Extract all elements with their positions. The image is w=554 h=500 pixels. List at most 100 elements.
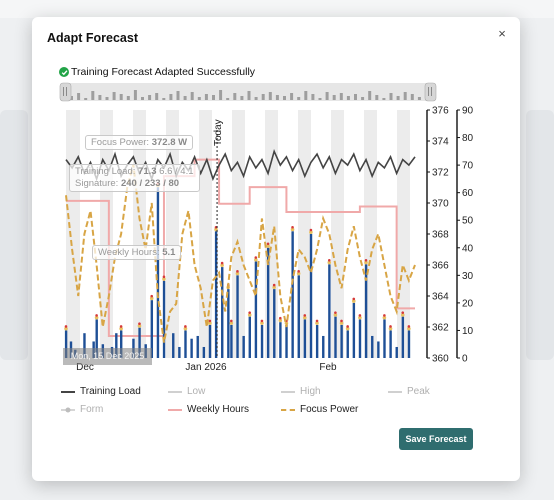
load-bar [150,300,154,358]
load-bar [115,333,118,358]
load-bar-cap [382,315,387,320]
dialog-title: Adapt Forecast [47,31,138,45]
date-tooltip: Mon, 15 Dec 2025 [63,348,152,365]
navigator-bar [247,91,251,100]
power-axis-label: 360 [432,354,449,365]
legend-low[interactable]: Low [168,386,205,397]
load-bar-cap [266,244,270,248]
navigator-bar [212,95,215,100]
load-bar [64,330,68,358]
backdrop-panel-right [526,110,554,360]
load-axis-label: 30 [462,271,474,282]
legend-swatch-high [281,390,295,393]
training-load-tooltip-label: Training Load: [75,166,136,177]
load-bar-cap-peak [220,261,224,265]
load-bar-cap [278,318,283,323]
series-focus-power-line [65,163,416,343]
load-bar [328,264,331,358]
load-bar [297,275,300,358]
navigator-bar [126,96,130,100]
load-bar [227,289,230,358]
load-bar-cap-peak [407,325,411,328]
legend-form[interactable]: Form [61,404,103,415]
legend-label-high: High [300,386,321,397]
save-forecast-button[interactable]: Save Forecast [399,428,473,450]
load-bar [315,324,319,358]
legend-weekly-hours[interactable]: Weekly Hours [168,404,249,415]
load-bar-cap [272,285,276,290]
navigator-bar [254,97,258,100]
load-bar [346,330,349,358]
load-bar-cap [290,227,295,232]
focus-power-tooltip-value: 372.8 W [151,137,188,148]
load-bar-cap-peak [303,314,307,317]
weekly-hours-tooltip-value: 5.1 [162,247,176,258]
legend-swatch-training-load [61,390,75,393]
power-axis-label: 366 [432,261,449,272]
navigator-bar [183,96,187,100]
check-circle-icon [59,67,69,77]
load-bar-cap [162,277,166,281]
load-bar-cap-peak [119,325,123,328]
load-bar [279,322,282,358]
legend-focus-power[interactable]: Focus Power [281,404,358,415]
navigator-bar [176,91,180,100]
load-bar [309,234,313,358]
power-axis-label: 370 [432,199,449,210]
signature-tooltip-value: 240 / 233 / 80 [120,178,180,189]
load-bar-cap-peak [327,259,331,262]
load-bar [242,335,245,358]
navigator-bar [169,94,173,100]
load-bar [120,330,123,358]
load-bar-cap [119,326,123,331]
load-bar-cap-peak [291,225,294,229]
load-bar-cap [351,299,356,303]
navigator-bar [98,95,102,100]
load-axis-label: 50 [462,216,474,227]
load-bar [273,289,276,358]
load-bar [291,231,294,358]
legend-high[interactable]: High [281,386,321,397]
load-bar [285,324,288,358]
load-bar [172,333,175,358]
navigator-bar [275,95,279,100]
legend-swatch-weekly-hours [168,408,182,411]
load-bar [352,302,356,358]
load-bar-cap-peak [236,270,239,273]
training-load-tooltip-rest: 6.6 / 4.1 [159,166,194,177]
load-axis-label: 60 [462,188,474,199]
navigator-bar [354,94,357,100]
week-band [66,110,80,358]
load-bar-cap-peak [64,325,68,328]
load-bar-cap-peak [95,314,98,317]
load-bar-cap [64,326,68,331]
load-bar [260,324,264,358]
load-bar-cap [183,326,188,331]
navigator-bar [382,98,386,100]
load-bar-cap [235,271,240,276]
load-bar [236,275,239,358]
legend-label-form: Form [80,404,104,415]
week-band [397,110,410,358]
navigator-bar [148,95,152,100]
load-bar [95,319,98,358]
load-bar [184,330,187,358]
load-bar-cap [345,326,350,331]
navigator-bar [155,93,159,100]
load-bar-cap-peak [208,319,212,323]
legend-peak[interactable]: Peak [388,386,430,397]
navigator-bar [105,97,109,100]
load-bar-cap-peak [272,283,276,287]
legend-training-load[interactable]: Training Load [61,386,141,397]
navigator-bar [346,96,350,100]
legend-swatch-focus-power [281,408,295,411]
navigator-bar [332,95,336,100]
legend-label-focus-power: Focus Power [300,404,359,415]
load-bar [401,316,405,358]
navigator-handle-left [59,82,72,102]
load-bar-cap-peak [184,325,187,328]
close-button[interactable]: × [498,26,506,41]
navigator-bar [318,98,322,100]
weekly-hours-tooltip: Weekly Hours: 5.1 [92,245,182,260]
